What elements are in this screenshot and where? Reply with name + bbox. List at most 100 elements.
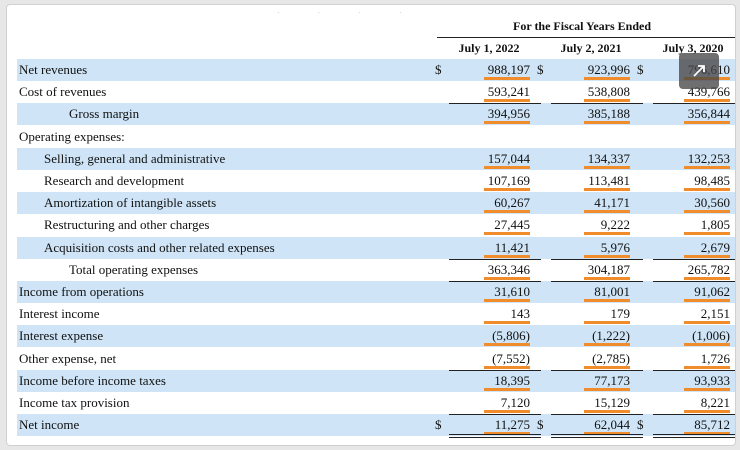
value-highlight — [484, 77, 530, 80]
value-highlight — [584, 343, 630, 347]
value-cell: 60,267 — [494, 195, 530, 211]
column-header-2021: July 2, 2021 — [560, 41, 622, 55]
value-cell: 988,197 — [487, 62, 530, 77]
subtotal-rule — [551, 281, 643, 282]
value-highlight — [684, 276, 730, 280]
double-underline — [653, 434, 735, 439]
subtotal-rule — [551, 414, 643, 416]
value-cell: 91,062 — [694, 284, 730, 299]
table-row: Interest expense (5,806) (1,222) (1,006) — [17, 325, 735, 348]
row-label: Research and development — [44, 173, 185, 188]
currency-symbol: $ — [637, 417, 644, 433]
value-highlight — [684, 410, 730, 413]
value-cell: (2,785) — [592, 350, 630, 366]
value-cell: 356,844 — [687, 106, 730, 122]
table-row: Cost of revenues 593,241 538,808 439,766 — [17, 81, 735, 103]
value-highlight — [484, 99, 530, 103]
value-highlight — [684, 188, 730, 191]
subtotal-rule — [449, 281, 541, 282]
subtotal-rule — [449, 258, 541, 260]
header-rule — [437, 37, 735, 38]
table-row: Income tax provision 7,120 15,129 8,221 — [17, 392, 735, 414]
double-underline — [551, 434, 643, 439]
value-cell: 93,933 — [694, 372, 730, 388]
value-highlight — [584, 410, 630, 413]
value-cell: 27,445 — [494, 217, 530, 233]
value-cell: 31,610 — [494, 284, 530, 299]
row-label: Other expense, net — [19, 350, 117, 366]
value-cell: 11,421 — [494, 239, 530, 255]
value-cell: 593,241 — [487, 84, 530, 100]
subtotal-rule — [653, 369, 735, 371]
value-highlight — [584, 387, 630, 391]
row-label: Amortization of intangible assets — [44, 195, 217, 211]
value-highlight — [584, 188, 630, 191]
value-highlight — [584, 365, 630, 369]
value-cell: 107,169 — [487, 173, 530, 188]
table-row: Research and development 107,169 113,481 98… — [17, 170, 735, 192]
table-row: Restructuring and other charges 27,445 9,2… — [17, 214, 735, 236]
value-cell: 1,805 — [700, 217, 730, 233]
expand-button[interactable] — [679, 53, 719, 89]
value-highlight — [484, 210, 530, 214]
row-label: Total operating expenses — [69, 261, 199, 277]
table-row: Net revenues$988,197$923,996$796,610 — [17, 59, 735, 81]
table-row: Gross margin 394,956 385,188 356,844 — [17, 103, 735, 126]
table-row: Interest income 143 179 2,151 — [17, 303, 735, 325]
value-highlight — [484, 321, 530, 325]
value-cell: 304,187 — [587, 261, 630, 277]
value-cell: 394,956 — [487, 106, 530, 122]
value-cell: 81,001 — [594, 284, 630, 299]
financial-table-frame: · · · · For the Fiscal Years Ended July … — [6, 4, 736, 446]
value-cell: 363,346 — [487, 261, 530, 277]
value-highlight — [484, 276, 530, 280]
value-highlight — [584, 77, 630, 80]
table-row: Net income $11,275 $62,044 $85,712 — [17, 414, 735, 439]
table-row: Income from operations 31,610 81,001 91,062 — [17, 281, 735, 303]
value-cell: 143 — [510, 306, 531, 322]
value-cell: 98,485 — [694, 173, 730, 188]
value-cell: 2,679 — [700, 239, 730, 255]
value-cell: 8,221 — [700, 395, 730, 410]
row-label: Selling, general and administrative — [44, 150, 226, 166]
value-cell: 157,044 — [487, 150, 530, 166]
currency-symbol: $ — [637, 62, 644, 77]
value-highlight — [484, 232, 530, 236]
value-cell: 132,253 — [687, 150, 730, 166]
subtotal-rule — [449, 414, 541, 416]
value-highlight — [684, 343, 730, 347]
value-cell: 7,120 — [500, 395, 530, 410]
value-highlight — [684, 121, 730, 125]
subtotal-rule — [653, 258, 735, 260]
value-cell: 62,044 — [594, 417, 630, 433]
value-cell: 385,188 — [587, 106, 630, 122]
value-highlight — [484, 299, 530, 302]
value-cell: (7,552) — [492, 350, 530, 366]
value-highlight — [684, 254, 730, 258]
value-highlight — [684, 99, 730, 103]
value-highlight — [484, 188, 530, 191]
row-label: Income before income taxes — [19, 372, 166, 388]
subtotal-rule — [449, 103, 541, 105]
value-highlight — [684, 432, 730, 436]
currency-symbol: $ — [537, 62, 544, 77]
value-highlight — [484, 387, 530, 391]
value-highlight — [484, 254, 530, 258]
value-highlight — [584, 210, 630, 214]
value-cell: 265,782 — [687, 261, 730, 277]
value-highlight — [684, 232, 730, 236]
value-cell: 30,560 — [694, 195, 730, 211]
value-highlight — [584, 254, 630, 258]
value-cell: (1,222) — [592, 328, 630, 344]
column-header-2022: July 1, 2022 — [458, 41, 520, 55]
value-cell: 134,337 — [587, 150, 630, 166]
row-label: Gross margin — [69, 106, 140, 122]
double-underline — [449, 434, 541, 439]
table-row: Other expense, net (7,552) (2,785) 1,726 — [17, 348, 735, 370]
value-cell: 538,808 — [587, 84, 630, 100]
value-cell: 9,222 — [600, 217, 630, 233]
subtotal-rule — [449, 369, 541, 371]
currency-symbol: $ — [537, 417, 544, 433]
table-row: Operating expenses: — [17, 126, 735, 148]
currency-symbol: $ — [435, 62, 442, 77]
